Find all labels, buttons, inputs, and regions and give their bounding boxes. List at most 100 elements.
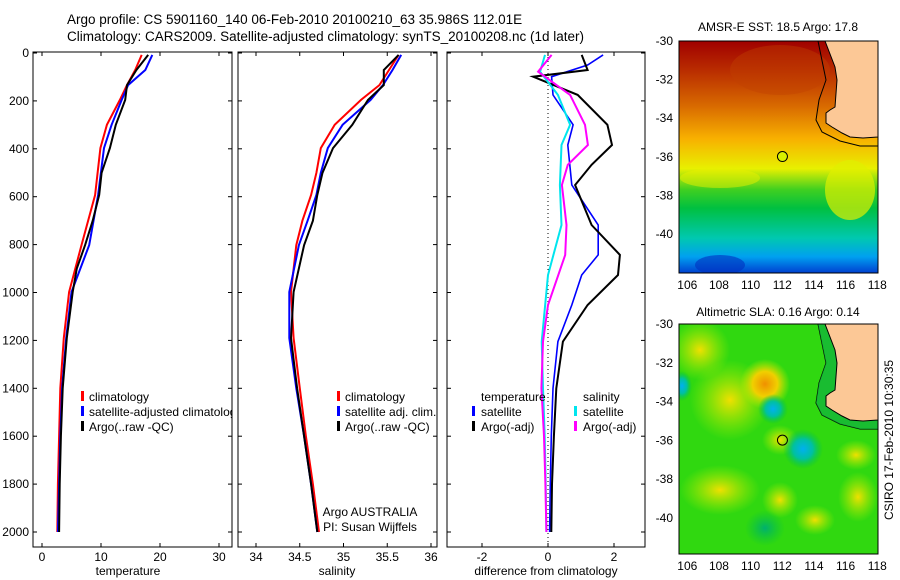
lon-tick-label: 118 xyxy=(868,278,887,292)
argo-australia-annotation: Argo AUSTRALIA xyxy=(323,505,418,519)
x-tick-label: 35.5 xyxy=(376,550,400,564)
legend-label: satellite xyxy=(583,405,624,419)
legend-label: climatology xyxy=(345,390,405,404)
x-tick-label: 34 xyxy=(249,550,263,564)
y-tick-label: 1000 xyxy=(2,286,29,300)
legend-swatch-temp-satellite xyxy=(472,406,475,416)
shelf-contour xyxy=(815,41,878,147)
legend-label: satellite adj. clim. xyxy=(345,405,436,419)
legend-label: satellite xyxy=(481,405,522,419)
legend-label: Argo(-adj) xyxy=(481,420,534,434)
profile-line-climatology xyxy=(289,54,400,533)
x-tick-label: 34.5 xyxy=(288,550,312,564)
profile-line-argo-raw-qc- xyxy=(289,54,400,533)
legend-label: Argo(..raw -QC) xyxy=(89,420,174,434)
legend-swatch-argo xyxy=(337,421,340,431)
y-tick-label: 2000 xyxy=(2,525,29,539)
legend-swatch-climatology xyxy=(337,391,340,401)
lat-tick-label: -36 xyxy=(656,433,674,447)
legend-label: satellite-adjusted climatology xyxy=(89,405,242,419)
lat-tick-label: -40 xyxy=(656,511,674,525)
lon-tick-label: 114 xyxy=(804,559,823,573)
sla-map xyxy=(679,324,878,554)
land-australia xyxy=(824,324,878,422)
lat-tick-label: -34 xyxy=(656,395,674,409)
lat-tick-label: -30 xyxy=(656,317,674,331)
y-tick-label: 1200 xyxy=(2,333,29,347)
y-tick-label: 800 xyxy=(9,238,29,252)
x-tick-label: -2 xyxy=(477,550,488,564)
temperature-panel xyxy=(32,51,233,548)
csiro-timestamp: CSIRO 17-Feb-2010 10:30:35 xyxy=(882,360,896,520)
lon-tick-label: 118 xyxy=(868,559,887,573)
lat-tick-label: -32 xyxy=(656,356,674,370)
lat-tick-label: -34 xyxy=(656,111,674,125)
difference-axis-label: difference from climatology xyxy=(474,564,617,578)
x-tick-label: 0 xyxy=(545,550,552,564)
x-tick-label: 36 xyxy=(424,550,438,564)
temperature-axis-label: temperature xyxy=(96,564,161,578)
lon-tick-label: 112 xyxy=(773,278,792,292)
lon-tick-label: 108 xyxy=(709,278,729,292)
x-tick-label: 10 xyxy=(94,550,108,564)
sst-map-title: AMSR-E SST: 18.5 Argo: 17.8 xyxy=(698,20,858,34)
legend-group-title: temperature xyxy=(481,390,546,404)
x-tick-label: 30 xyxy=(212,550,226,564)
y-tick-label: 600 xyxy=(9,190,29,204)
lon-tick-label: 106 xyxy=(677,559,697,573)
profile-line-temperature-satellite xyxy=(548,54,604,533)
lon-tick-label: 116 xyxy=(836,559,855,573)
y-tick-label: 1400 xyxy=(2,381,29,395)
argo-location-marker xyxy=(776,151,788,163)
argo-location-marker xyxy=(776,434,788,446)
legend-label: climatology xyxy=(89,390,149,404)
lon-tick-label: 112 xyxy=(773,559,792,573)
lat-tick-label: -30 xyxy=(656,34,674,48)
salinity-panel xyxy=(237,51,438,548)
lon-tick-label: 110 xyxy=(741,559,760,573)
temperature-legend: climatology satellite-adjusted climatolo… xyxy=(81,390,242,434)
legend-swatch-satellite xyxy=(81,406,84,416)
y-tick-label: 1600 xyxy=(2,429,29,443)
x-tick-label: 20 xyxy=(153,550,167,564)
legend-swatch-sal-argo xyxy=(574,421,577,431)
lat-tick-label: -38 xyxy=(656,188,674,202)
y-tick-label: 1800 xyxy=(2,477,29,491)
profile-line-argo-raw-qc- xyxy=(58,54,149,533)
profile-line-salinity-argo-adj- xyxy=(536,54,589,533)
legend-swatch-temp-argo xyxy=(472,421,475,431)
lon-tick-label: 106 xyxy=(677,278,697,292)
lon-tick-label: 114 xyxy=(804,278,823,292)
x-tick-label: 2 xyxy=(611,550,618,564)
y-tick-label: 0 xyxy=(22,46,29,60)
sla-map-title: Altimetric SLA: 0.16 Argo: 0.14 xyxy=(696,305,860,319)
legend-swatch-argo xyxy=(81,421,84,431)
salinity-axis-label: salinity xyxy=(319,564,356,578)
lat-tick-label: -36 xyxy=(656,150,674,164)
figure-title-line1: Argo profile: CS 5901160_140 06-Feb-2010… xyxy=(67,12,522,27)
x-tick-label: 35 xyxy=(337,550,351,564)
lat-tick-label: -32 xyxy=(656,73,674,87)
salinity-legend: climatology satellite adj. clim. Argo(..… xyxy=(337,390,436,434)
legend-group-title: salinity xyxy=(583,390,620,404)
legend-swatch-climatology xyxy=(81,391,84,401)
legend-label: Argo(..raw -QC) xyxy=(345,420,430,434)
land-australia xyxy=(824,41,878,139)
sla-map-frame xyxy=(678,323,879,555)
lon-tick-label: 116 xyxy=(836,278,855,292)
y-tick-label: 400 xyxy=(9,142,29,156)
sst-map xyxy=(679,41,878,273)
lon-tick-label: 108 xyxy=(709,559,729,573)
lon-tick-label: 110 xyxy=(741,278,760,292)
difference-legend: temperature satellite Argo(-adj) salinit… xyxy=(472,390,636,434)
legend-label: Argo(-adj) xyxy=(583,420,636,434)
x-tick-label: 0 xyxy=(39,550,46,564)
lat-tick-label: -38 xyxy=(656,472,674,486)
pi-annotation: PI: Susan Wijffels xyxy=(323,520,417,534)
legend-swatch-sal-satellite xyxy=(574,406,577,416)
y-tick-label: 200 xyxy=(9,94,29,108)
lat-tick-label: -40 xyxy=(656,227,674,241)
sst-map-frame xyxy=(678,40,879,274)
figure-title-line2: Climatology: CARS2009. Satellite-adjuste… xyxy=(67,29,584,44)
